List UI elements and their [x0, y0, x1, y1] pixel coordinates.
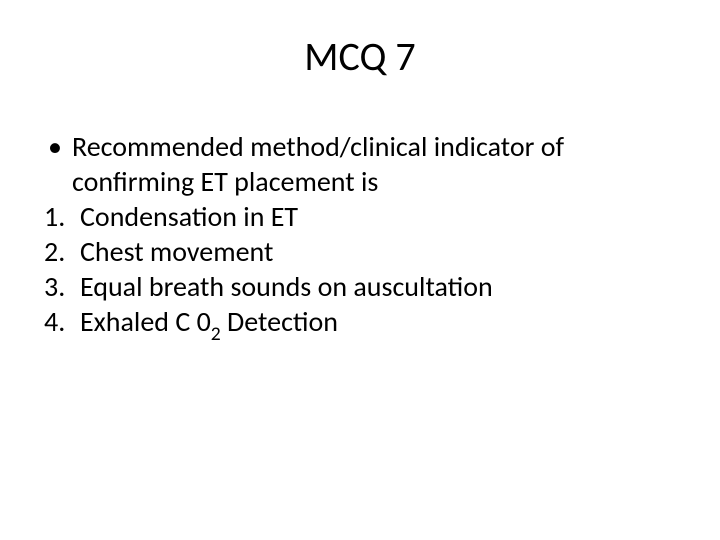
slide: MCQ 7 • Recommended method/clinical indi… — [0, 0, 720, 540]
list-number: 4. — [44, 304, 80, 339]
list-item: 2. Chest movement — [44, 234, 684, 269]
list-text: Equal breath sounds on auscultation — [80, 269, 684, 304]
list-item: 4. Exhaled C 02 Detection — [44, 304, 684, 344]
list-item: 1. Condensation in ET — [44, 199, 684, 234]
list-item: 3. Equal breath sounds on auscultation — [44, 269, 684, 304]
bullet-item: • Recommended method/clinical indicator … — [44, 129, 684, 199]
list-text: Chest movement — [80, 234, 684, 269]
list-number: 1. — [44, 199, 80, 234]
bullet-text: Recommended method/clinical indicator of… — [72, 129, 684, 199]
list-number: 2. — [44, 234, 80, 269]
bullet-marker: • — [44, 129, 72, 164]
list-text-prefix: Exhaled C 0 — [80, 304, 211, 339]
list-number: 3. — [44, 269, 80, 304]
list-text-suffix: Detection — [221, 304, 338, 339]
list-text: Exhaled C 02 Detection — [80, 304, 684, 344]
slide-content: • Recommended method/clinical indicator … — [36, 129, 684, 344]
slide-title: MCQ 7 — [36, 32, 684, 81]
list-text: Condensation in ET — [80, 199, 684, 234]
subscript: 2 — [211, 322, 221, 346]
